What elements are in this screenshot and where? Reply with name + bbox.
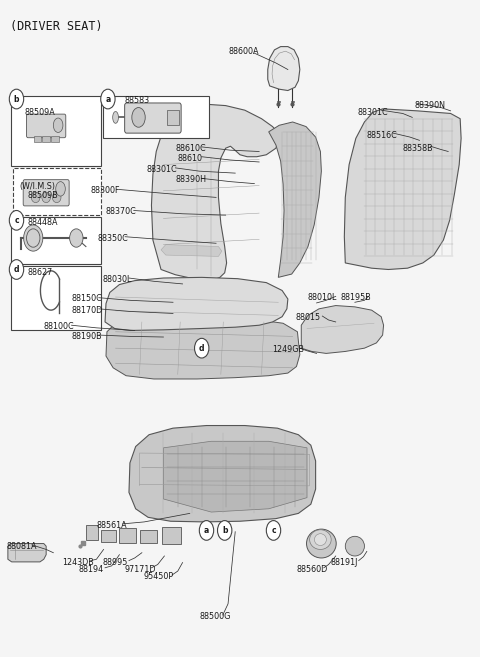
Polygon shape [105,277,288,330]
Text: 88560D: 88560D [297,565,328,574]
Polygon shape [152,104,279,281]
FancyBboxPatch shape [162,527,180,543]
Text: 1243DB: 1243DB [62,558,94,567]
Ellipse shape [31,192,40,202]
Ellipse shape [53,118,63,133]
Text: 88350C: 88350C [98,233,129,242]
Bar [11,266,101,330]
FancyBboxPatch shape [86,525,98,539]
Text: 88150C: 88150C [72,294,102,304]
Ellipse shape [52,192,61,202]
Text: 88500G: 88500G [199,612,231,622]
Ellipse shape [113,112,119,124]
Circle shape [266,520,281,540]
Text: 88301C: 88301C [357,108,388,117]
Text: 88610C: 88610C [175,144,206,152]
FancyBboxPatch shape [141,530,157,543]
Text: 88081A: 88081A [6,541,37,551]
Text: 88190B: 88190B [72,332,102,341]
Ellipse shape [345,536,364,556]
Polygon shape [301,306,384,353]
Circle shape [9,210,24,230]
Ellipse shape [42,192,50,202]
Text: 88100C: 88100C [44,322,74,331]
Ellipse shape [307,529,336,558]
Text: 88015: 88015 [296,313,321,322]
Text: 97171D: 97171D [124,565,156,574]
Polygon shape [163,442,307,512]
Text: 88390H: 88390H [175,175,206,184]
Circle shape [24,225,43,251]
Text: 88610: 88610 [178,154,203,162]
Ellipse shape [310,530,331,549]
Circle shape [70,229,83,247]
Bar [12,168,101,215]
Bar [34,136,41,143]
Text: 88995: 88995 [102,558,128,567]
Text: 1249GB: 1249GB [273,345,304,354]
Text: 88191J: 88191J [331,558,358,567]
Text: 88583: 88583 [124,96,149,105]
Bar [11,217,101,264]
Text: 88301C: 88301C [147,166,177,174]
Text: 88448A: 88448A [27,217,58,227]
Ellipse shape [314,533,326,545]
Text: 88010L: 88010L [308,293,337,302]
Polygon shape [129,426,316,522]
Text: (DRIVER SEAT): (DRIVER SEAT) [10,20,103,34]
Text: 88390N: 88390N [415,101,446,110]
Text: 95450P: 95450P [144,572,173,581]
Text: d: d [14,265,19,274]
Polygon shape [344,109,461,269]
Text: 88030L: 88030L [103,275,132,284]
Text: c: c [271,526,276,535]
Text: 88300F: 88300F [91,187,120,195]
Circle shape [199,520,214,540]
Bar [167,110,179,125]
FancyBboxPatch shape [125,103,181,133]
Polygon shape [269,122,322,277]
Text: 88509A: 88509A [24,108,55,117]
Circle shape [101,89,115,109]
Bar [42,136,50,143]
Polygon shape [106,317,300,379]
Polygon shape [8,543,46,562]
Bar [51,136,59,143]
Text: c: c [14,215,19,225]
Text: 88509B: 88509B [27,191,58,200]
Text: 88195B: 88195B [340,293,371,302]
Ellipse shape [56,181,65,196]
Polygon shape [161,244,222,256]
Text: 88600A: 88600A [228,47,259,57]
Text: b: b [14,95,19,104]
Circle shape [217,520,232,540]
FancyBboxPatch shape [26,114,66,138]
FancyBboxPatch shape [23,179,69,206]
Text: b: b [222,526,228,535]
Circle shape [194,338,209,358]
Text: 88170D: 88170D [72,306,103,315]
Polygon shape [268,47,300,91]
Circle shape [9,260,24,279]
Text: (W/I.M.S): (W/I.M.S) [20,182,56,191]
Text: 88561A: 88561A [96,521,127,530]
Text: 88194: 88194 [78,565,103,574]
FancyBboxPatch shape [120,528,136,543]
Text: d: d [199,344,204,353]
Text: a: a [105,95,110,104]
Bar [103,96,209,139]
Text: 88627: 88627 [27,268,52,277]
Text: a: a [204,526,209,535]
Text: 88370C: 88370C [106,208,137,216]
Bar [11,96,101,166]
Text: 88516C: 88516C [367,131,397,139]
Text: 88358B: 88358B [403,144,433,152]
Ellipse shape [132,108,145,127]
FancyBboxPatch shape [101,530,116,541]
Circle shape [9,89,24,109]
